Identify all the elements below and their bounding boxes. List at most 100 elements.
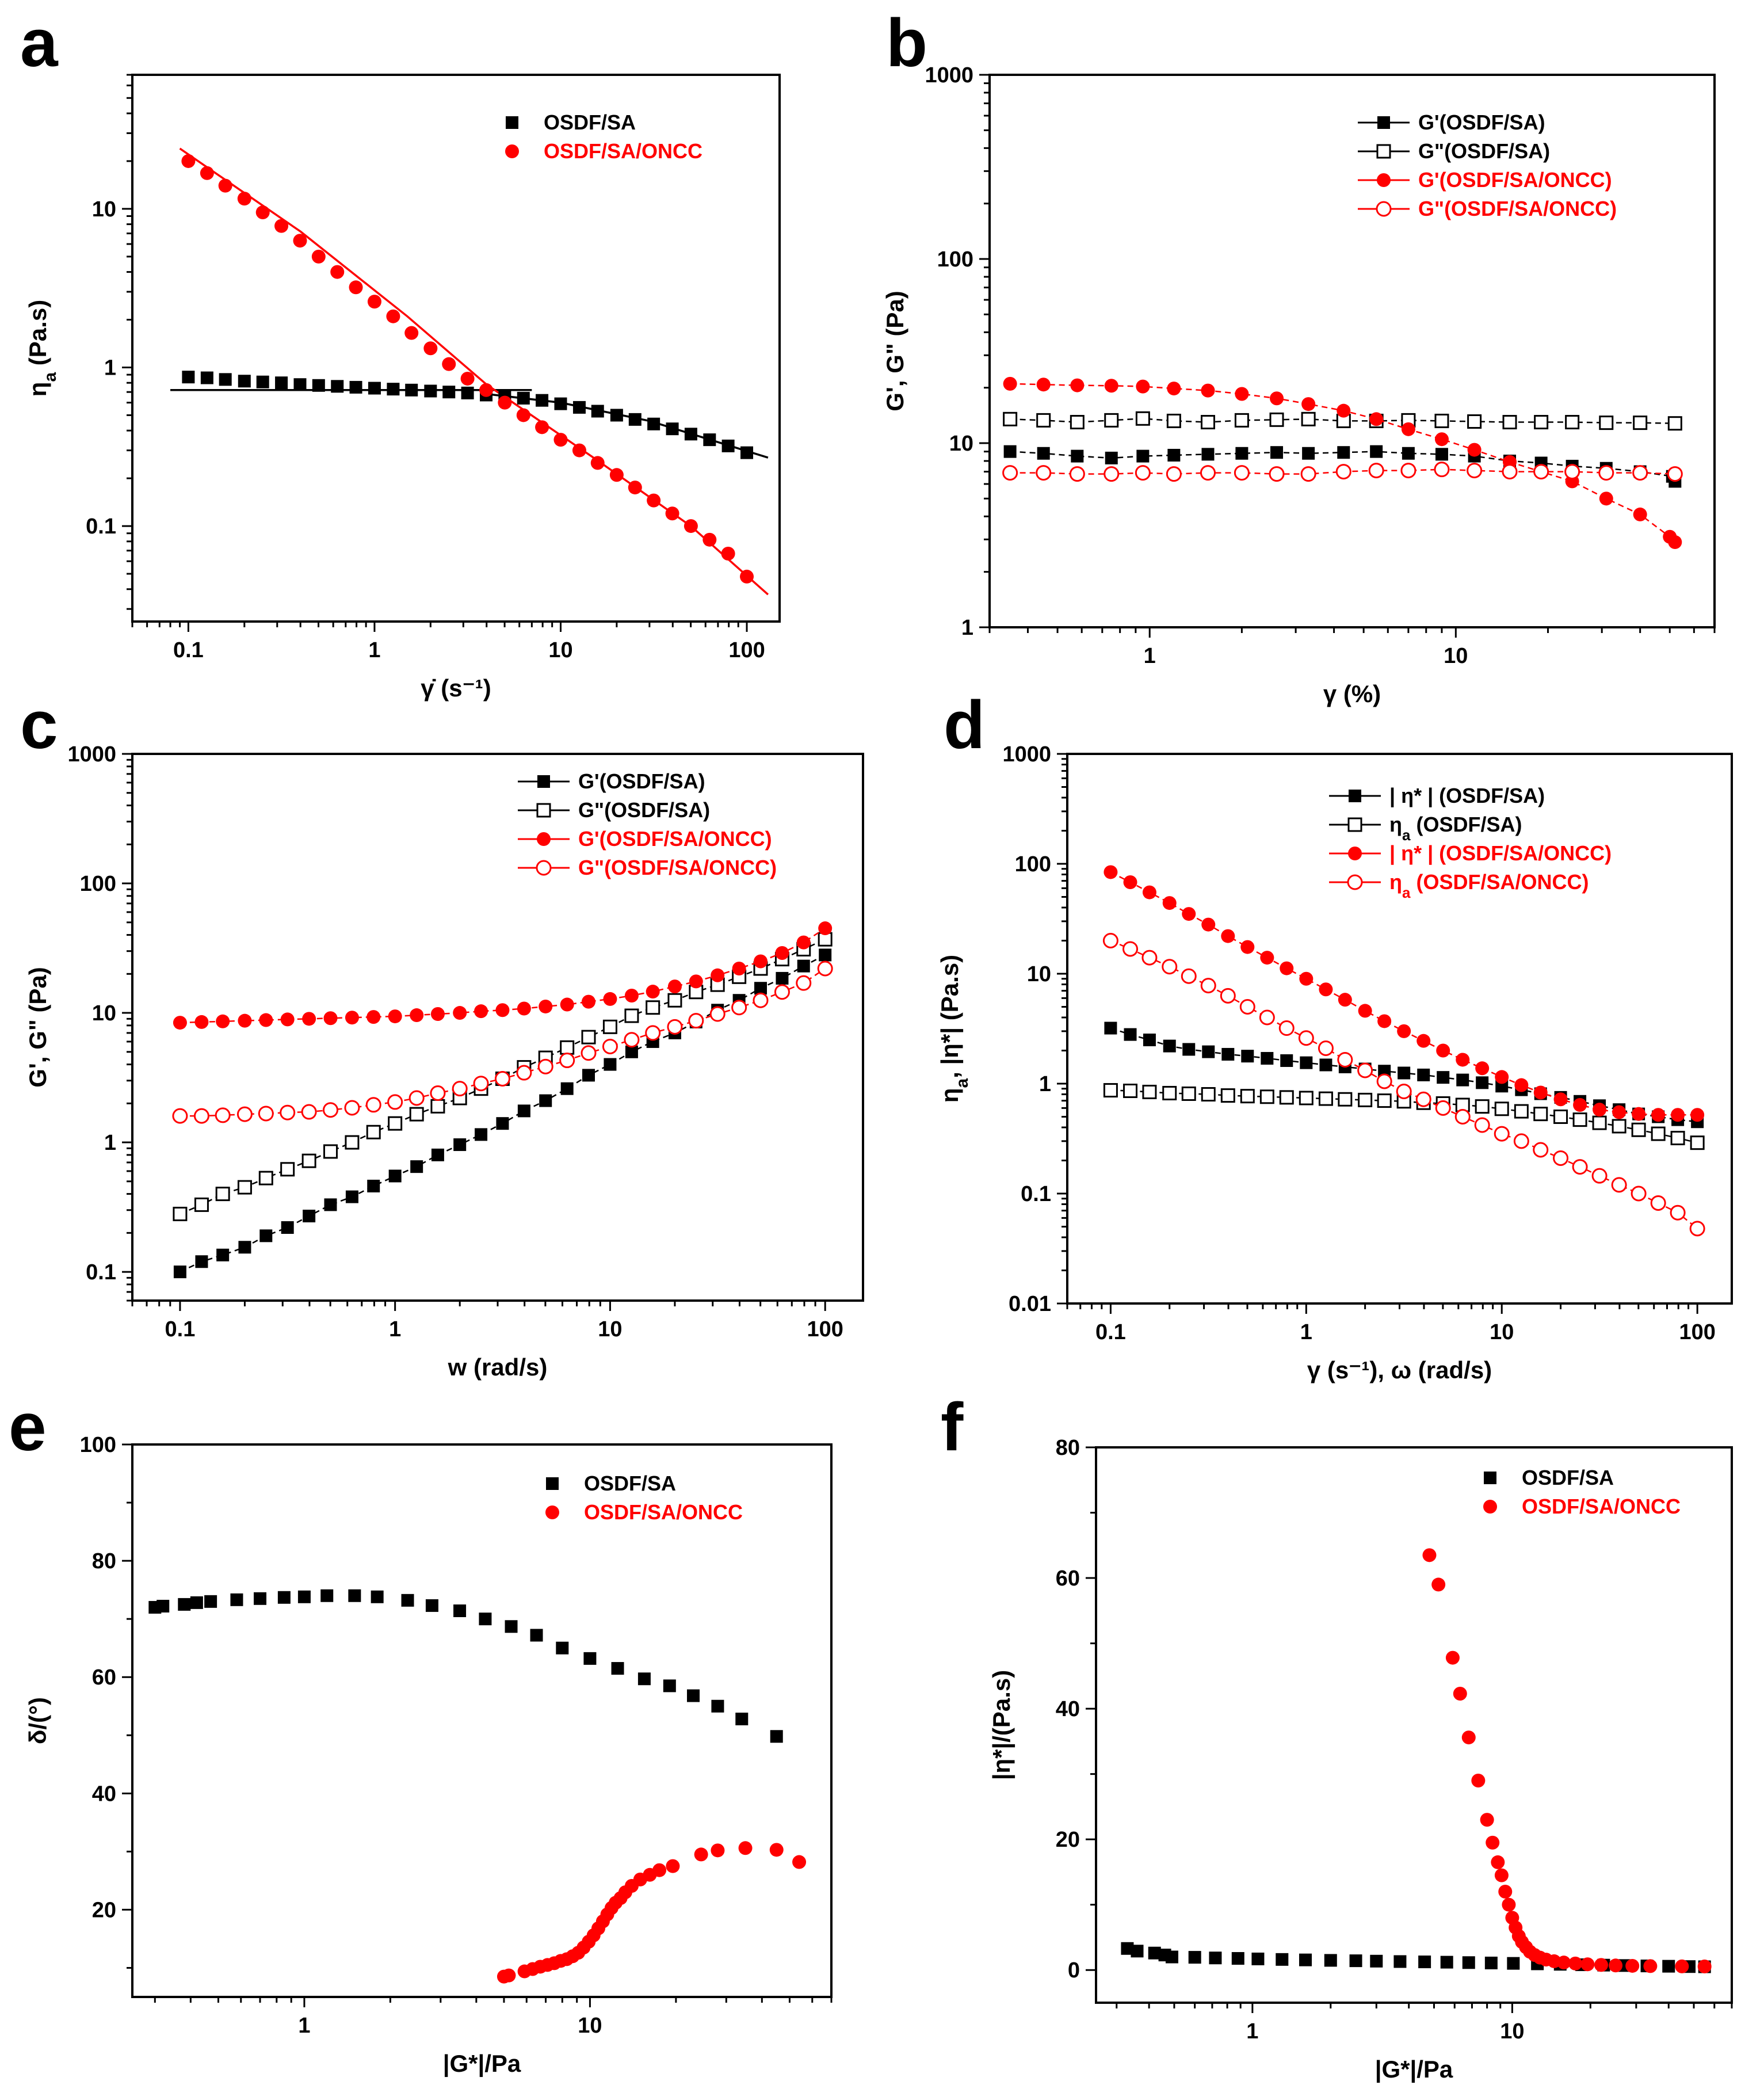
series-3 [173, 921, 833, 1030]
legend-item: | η* | (OSDF/SA/ONCC) [1329, 841, 1612, 866]
data-point [431, 1148, 444, 1161]
data-point [1319, 982, 1333, 997]
data-point [1104, 466, 1120, 482]
y-tick-label: 100 [937, 247, 973, 272]
x-axis-label: γ (s⁻¹), ω (rad/s) [1307, 1356, 1492, 1383]
data-point [560, 1082, 574, 1095]
data-point [388, 1009, 402, 1024]
data-point [430, 1007, 445, 1021]
data-point [1445, 1651, 1460, 1665]
data-point [405, 383, 418, 397]
data-point [1182, 907, 1196, 921]
data-point [1338, 993, 1352, 1007]
data-point [1474, 1117, 1490, 1133]
data-point [769, 1843, 784, 1857]
data-point [424, 384, 437, 398]
legend-marker [1347, 817, 1362, 832]
data-point [1514, 1104, 1529, 1119]
data-point [1651, 1126, 1666, 1141]
data-point [1662, 1960, 1675, 1973]
data-point [1188, 1951, 1201, 1964]
data-point [156, 1599, 170, 1613]
data-point [1338, 1092, 1353, 1107]
data-point [1123, 875, 1137, 889]
legend: | η* | (OSDF/SA) ηa (OSDF/SA)| η* | (OSDF… [1329, 784, 1612, 901]
data-point [401, 1594, 414, 1607]
data-point [323, 1011, 338, 1026]
x-tick-label: 10 [1500, 2019, 1524, 2044]
series-1 [182, 371, 754, 459]
data-point [461, 386, 474, 399]
legend: G'(OSDF/SA) G"(OSDF/SA) G'(OSDF/SA/ONCC) G"… [1358, 110, 1617, 220]
data-point [1513, 1133, 1529, 1149]
data-point [1401, 422, 1415, 436]
data-point [556, 1641, 569, 1655]
y-axis: 0.1 1 10 [86, 74, 132, 610]
data-point [1209, 1951, 1222, 1965]
data-point [1318, 1040, 1334, 1056]
data-point [1239, 998, 1255, 1015]
data-point [1633, 507, 1647, 521]
data-point [324, 1198, 337, 1211]
data-point [1037, 447, 1050, 460]
data-point [554, 397, 567, 410]
data-point [776, 971, 789, 985]
data-point [1564, 464, 1580, 480]
legend-label: OSDF/SA/ONCC [544, 139, 702, 163]
data-point [1105, 451, 1118, 464]
series-2 [497, 1841, 807, 1984]
x-tick-label: 10 [1444, 644, 1468, 668]
legend-label: OSDF/SA/ONCC [584, 1500, 743, 1524]
panel-e: e1 1020406080100|G*|/Paδ/(°)OSDF/SAOSDF/S… [9, 1389, 833, 2078]
data-point [792, 1855, 807, 1869]
data-point [1234, 465, 1250, 481]
legend-marker [1347, 874, 1363, 890]
y-axis-label: G', G" (Pa) [24, 967, 51, 1088]
y-axis-label: ηa (Pa.s) [24, 300, 60, 397]
data-point [453, 1006, 467, 1020]
data-point [1200, 978, 1216, 994]
data-point [1280, 961, 1294, 975]
y-tick-label: 20 [92, 1898, 116, 1922]
data-point [302, 1012, 316, 1026]
data-point [819, 948, 832, 962]
data-point [603, 992, 617, 1006]
data-point [1269, 466, 1285, 482]
data-point [1135, 465, 1151, 481]
data-point [1643, 1959, 1658, 1973]
data-point [1181, 968, 1197, 984]
x-axis: 0.1 1 10 100 [1066, 1303, 1716, 1344]
data-point [1235, 387, 1249, 401]
data-point [1393, 1955, 1407, 1968]
data-point [215, 1107, 231, 1123]
x-axis: 1 10 [154, 1997, 833, 2038]
data-point [1368, 463, 1384, 479]
data-point [200, 371, 213, 384]
x-axis: 1 10 [988, 627, 1716, 668]
x-axis: 0.1 1 10 100 [131, 1301, 843, 1341]
data-point [1369, 412, 1384, 426]
data-point [173, 1266, 186, 1279]
data-point [1592, 1115, 1607, 1130]
data-point [442, 386, 456, 399]
data-point [624, 988, 639, 1003]
panel-label-b: b [886, 5, 927, 81]
legend-label: G'(OSDF/SA/ONCC) [1418, 168, 1612, 192]
data-point [1302, 447, 1315, 460]
y-tick-label: 60 [92, 1665, 116, 1690]
data-point [1486, 1835, 1500, 1850]
legend-label: OSDF/SA [584, 1472, 676, 1495]
y-axis: 0 20 40 60 80 [1056, 1436, 1096, 1983]
data-point [530, 1629, 543, 1642]
data-point [345, 1011, 359, 1025]
series-2 [181, 154, 754, 584]
data-point [1475, 1099, 1490, 1114]
data-point [1167, 382, 1181, 396]
data-point [349, 280, 363, 295]
data-point [1166, 413, 1181, 428]
data-point [1276, 1953, 1289, 1966]
panel-label-c: c [20, 687, 58, 763]
legend-item: G"(OSDF/SA) [1358, 139, 1550, 163]
panel-a: a 0.1 1 10 100 0.1 1 10 γ̇ (s⁻¹) ηa (Pa.s) OSDF/SA… [20, 5, 781, 702]
legend-label: OSDF/SA [544, 110, 636, 134]
